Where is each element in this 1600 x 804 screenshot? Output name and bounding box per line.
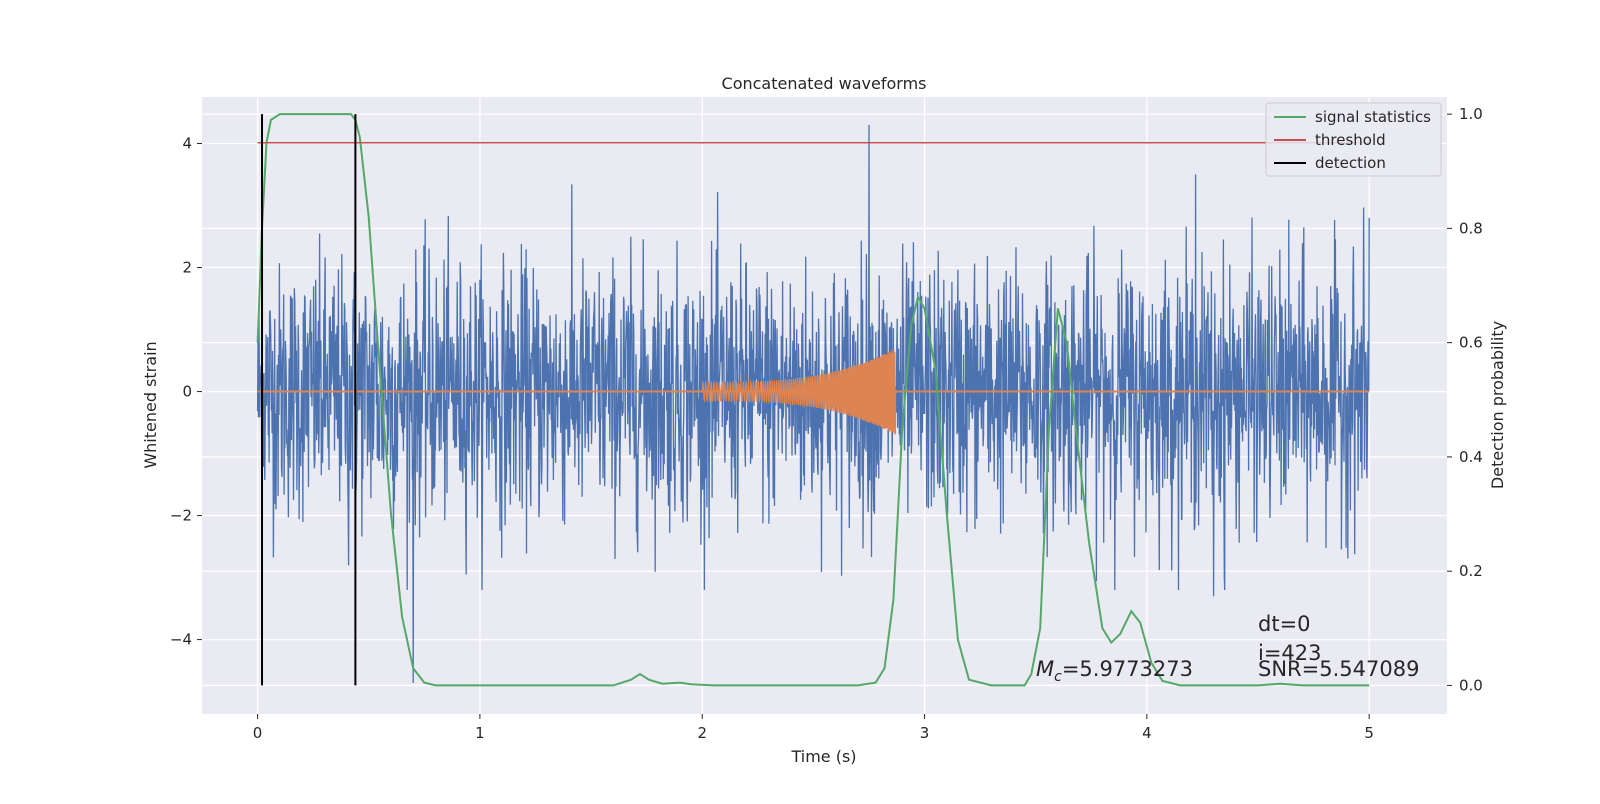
x-tick-label: 3 [920, 724, 930, 742]
right-y-tick-label: 0.8 [1459, 219, 1483, 237]
right-y-axis-ticks: 0.0 0.2 0.4 0.6 0.8 1.0 [1447, 105, 1483, 694]
annotation-index: i=423 [1258, 641, 1322, 665]
right-y-tick-label: 1.0 [1459, 105, 1483, 123]
left-y-tick-label: 2 [182, 259, 192, 277]
x-tick-label: 5 [1364, 724, 1374, 742]
right-y-tick-label: 0.0 [1459, 676, 1483, 694]
legend-label-detection: detection [1315, 154, 1386, 172]
left-y-axis-ticks: −4 −2 0 2 4 [170, 135, 202, 649]
right-y-tick-label: 0.4 [1459, 448, 1483, 466]
detection-series [261, 114, 357, 686]
right-y-tick-label: 0.2 [1459, 562, 1483, 580]
x-tick-label: 4 [1142, 724, 1152, 742]
annotation-snr: SNR=5.547089 [1258, 657, 1419, 681]
legend: signal statistics threshold detection [1265, 102, 1442, 177]
data-layer [256, 113, 1370, 687]
left-y-tick-label: 4 [182, 135, 192, 153]
left-y-tick-label: −4 [170, 631, 192, 649]
chirp-mass-symbol: M [1036, 657, 1054, 681]
chirp-mass-subscript: c [1054, 669, 1062, 685]
left-y-axis-label: Whitened strain [141, 341, 160, 468]
left-y-tick-label: −2 [170, 507, 192, 525]
legend-label-signal-statistics: signal statistics [1315, 108, 1431, 126]
legend-box [1265, 102, 1442, 177]
annotation-dt: dt=0 [1258, 612, 1311, 636]
x-tick-label: 0 [253, 724, 263, 742]
chirp-mass-value: =5.9773273 [1062, 657, 1193, 681]
x-tick-label: 2 [697, 724, 707, 742]
x-axis-ticks: 0 1 2 3 4 5 [253, 714, 1374, 742]
right-y-tick-label: 0.6 [1459, 334, 1483, 352]
right-y-axis-label: Detection probability [1488, 321, 1507, 489]
x-tick-label: 1 [475, 724, 485, 742]
x-axis-label: Time (s) [790, 747, 856, 766]
template-chirp-series [701, 349, 897, 435]
annotation-chirp-mass: Mc=5.9773273 [1036, 657, 1193, 685]
legend-label-threshold: threshold [1315, 131, 1386, 149]
left-y-tick-label: 0 [182, 383, 192, 401]
signal-statistics-series [256, 113, 1370, 687]
chart-title: Concatenated waveforms [722, 74, 927, 93]
